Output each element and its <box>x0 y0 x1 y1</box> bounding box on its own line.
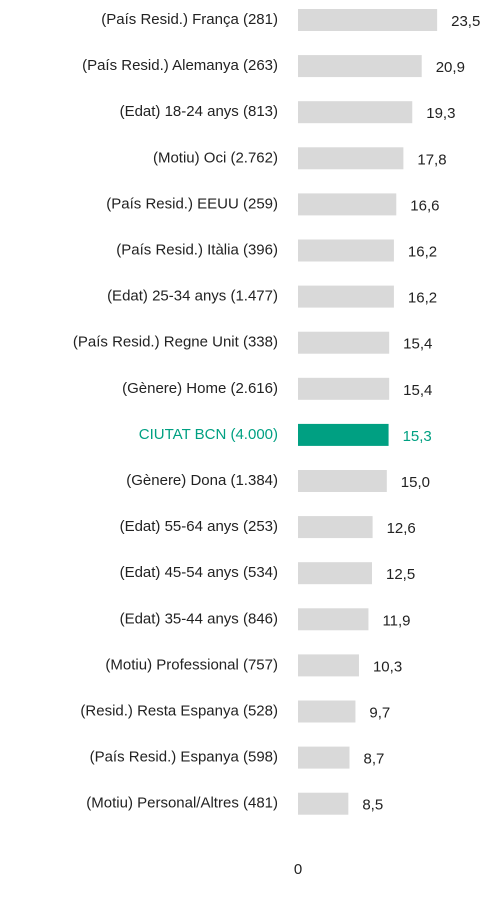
value-label: 10,3 <box>373 658 402 675</box>
category-label: CIUTAT BCN (4.000) <box>139 426 278 443</box>
bar <box>298 746 350 769</box>
bar <box>298 608 369 631</box>
value-label: 20,9 <box>436 59 465 76</box>
category-label: (Edat) 45-54 anys (534) <box>120 564 278 581</box>
category-label: (Gènere) Dona (1.384) <box>126 472 278 489</box>
category-label: (País Resid.) Regne Unit (338) <box>73 334 278 351</box>
bar <box>298 377 390 400</box>
category-label: (Motiu) Personal/Altres (481) <box>86 795 278 812</box>
value-label: 12,5 <box>386 566 415 583</box>
category-label: (Edat) 18-24 anys (813) <box>120 103 278 120</box>
category-label: (País Resid.) Espanya (598) <box>90 749 278 766</box>
value-label: 15,4 <box>403 382 432 399</box>
value-label: 17,8 <box>417 151 446 168</box>
value-label: 19,3 <box>426 105 455 122</box>
category-label: (Gènere) Home (2.616) <box>122 380 278 397</box>
value-label: 15,3 <box>403 428 432 445</box>
bar <box>298 55 422 78</box>
value-label: 9,7 <box>369 704 390 721</box>
bar <box>298 9 438 31</box>
bar <box>298 470 387 492</box>
value-label: 15,0 <box>401 474 430 491</box>
value-label: 8,5 <box>362 797 383 814</box>
value-label: 16,6 <box>410 197 439 214</box>
bar <box>298 101 413 124</box>
category-label: (País Resid.) Alemanya (263) <box>82 57 278 74</box>
category-label: (Edat) 55-64 anys (253) <box>120 518 278 535</box>
bar <box>298 331 390 354</box>
bar <box>298 423 389 446</box>
category-label: (Resid.) Resta Espanya (528) <box>80 702 278 719</box>
category-label: (Edat) 25-34 anys (1.477) <box>107 288 278 305</box>
x-tick-label: 0 <box>294 861 302 878</box>
value-label: 12,6 <box>387 520 416 537</box>
value-label: 23,5 <box>451 13 480 30</box>
bar <box>298 792 349 815</box>
value-label: 11,9 <box>382 612 410 629</box>
value-label: 16,2 <box>408 290 437 307</box>
value-label: 15,4 <box>403 336 432 353</box>
category-label: (País Resid.) Itàlia (396) <box>116 241 278 258</box>
bar <box>298 193 397 216</box>
bar <box>298 239 394 262</box>
value-label: 8,7 <box>364 751 385 768</box>
category-label: (País Resid.) EEUU (259) <box>106 195 278 212</box>
bar <box>298 700 356 723</box>
bar <box>298 285 394 308</box>
bar <box>298 516 373 539</box>
category-label: (Motiu) Oci (2.762) <box>153 149 278 166</box>
category-label: (País Resid.) França (281) <box>101 11 278 28</box>
category-label: (Edat) 35-44 anys (846) <box>120 610 278 627</box>
bar <box>298 654 359 677</box>
bar <box>298 562 372 585</box>
value-label: 16,2 <box>408 243 437 260</box>
bar <box>298 147 404 170</box>
category-label: (Motiu) Professional (757) <box>105 656 278 673</box>
